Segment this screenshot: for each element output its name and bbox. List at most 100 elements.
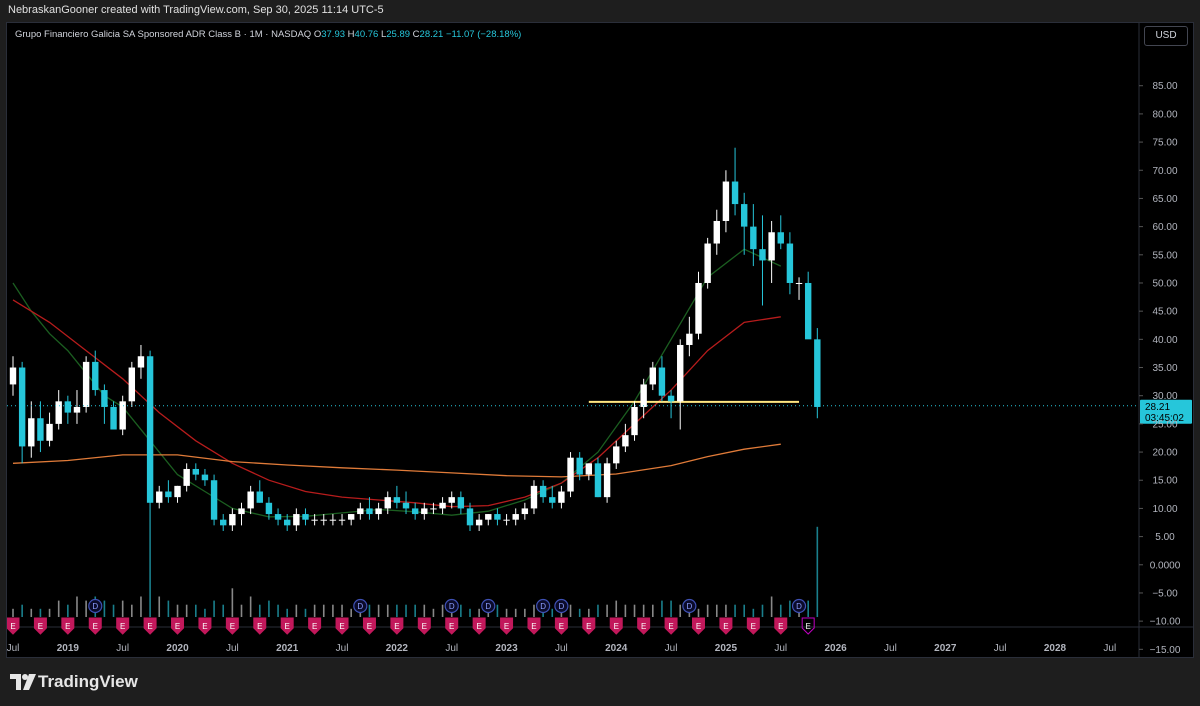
candle-body — [393, 497, 401, 503]
volume-bar — [231, 588, 234, 617]
earnings-marker-icon — [198, 617, 212, 635]
candle-body — [238, 508, 245, 515]
volume-bar — [606, 604, 608, 617]
volume-bar — [121, 600, 124, 617]
candle-body — [695, 282, 702, 334]
y-tick-label: −5.00 — [1152, 588, 1178, 599]
earnings-marker-icon — [61, 617, 75, 635]
y-tick-label: 30.00 — [1152, 391, 1177, 402]
x-tick-label: 2023 — [495, 643, 518, 654]
tradingview-logo-icon — [10, 674, 36, 690]
currency-button[interactable]: USD — [1144, 26, 1188, 46]
dividend-marker-label: D — [449, 602, 455, 611]
volume-bar — [569, 604, 572, 617]
grid — [7, 23, 1193, 657]
earnings-marker-label: E — [449, 622, 454, 631]
y-tick-label: −10.00 — [1150, 617, 1181, 628]
candle-body — [338, 519, 346, 521]
earnings-marker-icon — [88, 617, 102, 635]
volume-bar — [322, 604, 325, 617]
volume-bar — [158, 596, 161, 617]
y-tick-label: 65.00 — [1152, 194, 1177, 205]
earnings-marker-label: E — [120, 622, 125, 631]
candle-body — [55, 401, 62, 424]
x-tick-label: Jul — [336, 643, 349, 654]
x-tick-label: Jul — [445, 643, 458, 654]
volume-bar — [240, 604, 243, 617]
volume-bar — [258, 604, 261, 617]
dividend-marker-icon — [682, 598, 697, 614]
x-axis: Jul 2019 Jul 2020 Jul 2021 Jul 2022 Jul 2023 Jul 20… — [7, 643, 1116, 654]
candle-body — [302, 514, 309, 520]
volume-bar — [140, 596, 142, 617]
earnings-marker-icon — [253, 617, 267, 635]
candle-body — [658, 367, 666, 396]
earnings-marker-label: E — [751, 622, 756, 631]
open-value: 37.93 — [321, 29, 346, 40]
volume-bar — [816, 526, 819, 617]
candle-body — [457, 497, 465, 509]
ma-mid-line — [12, 299, 781, 508]
volume-bar — [496, 604, 499, 617]
candle-body — [485, 514, 492, 520]
volume-bar — [112, 604, 115, 617]
dividend-marker-icon — [481, 598, 496, 614]
candle-body — [713, 220, 720, 244]
x-tick-label: 2021 — [276, 643, 299, 654]
volume-bar — [368, 604, 371, 617]
earnings-marker-icon — [335, 617, 349, 635]
y-tick-label: 25.00 — [1152, 419, 1177, 430]
candle-body — [146, 356, 154, 503]
volume-bar — [304, 608, 307, 617]
candle-body — [92, 361, 99, 391]
volume-bar — [149, 469, 151, 617]
change-value: −11.07 (−28.18%) — [445, 29, 522, 40]
candle-body — [402, 502, 410, 509]
candle-body — [777, 232, 784, 244]
dividend-marker-icon — [88, 598, 103, 614]
candle-body — [494, 514, 501, 520]
volume-bar — [131, 604, 133, 617]
volume-bars — [12, 469, 819, 617]
candle-body — [768, 232, 775, 261]
x-tick-label: Jul — [774, 643, 787, 654]
volume-bar — [350, 608, 352, 617]
candle-body — [265, 502, 273, 515]
candle-body — [576, 457, 583, 475]
y-tick-label: 55.00 — [1152, 250, 1177, 261]
brand-name: TradingView — [38, 672, 138, 691]
candle-body — [786, 243, 794, 283]
y-tick-label: 75.00 — [1152, 138, 1177, 149]
dividend-marker-icon — [791, 598, 807, 614]
earnings-marker-label: E — [586, 622, 591, 631]
candle-body — [539, 485, 547, 498]
volume-bar — [460, 604, 462, 617]
open-label: O — [313, 29, 322, 40]
y-axis: 85.00 80.00 75.00 70.00 65.00 60.00 55.00 50.00… — [1139, 81, 1181, 656]
volume-bar — [679, 604, 682, 617]
event-markers: E E E E E E E E E E E E E E E E E E E E E E E E E E E E E E D D D D D D D D — [7, 598, 815, 635]
candle-body — [128, 367, 136, 402]
y-tick-label: 45.00 — [1152, 307, 1177, 318]
candle-body — [804, 282, 812, 340]
x-tick-label: 2024 — [605, 643, 628, 654]
volume-bar — [48, 608, 51, 617]
earnings-marker-icon — [280, 617, 294, 635]
candle-body — [210, 480, 218, 520]
y-tick-label: 60.00 — [1152, 222, 1177, 233]
earnings-marker-label: E — [312, 622, 317, 631]
creator-line: NebraskanGooner created with TradingView… — [8, 4, 384, 16]
candle-body — [585, 463, 593, 475]
high-value: 40.76 — [354, 29, 379, 40]
earnings-marker-label: E — [559, 622, 564, 631]
low-label: L — [380, 29, 387, 40]
earnings-marker-icon — [500, 617, 514, 635]
candle-body — [603, 463, 611, 498]
y-tick-label: −15.00 — [1150, 645, 1181, 656]
volume-bar — [578, 608, 581, 617]
candle-body — [722, 181, 730, 221]
earnings-marker-label: E — [422, 622, 427, 631]
